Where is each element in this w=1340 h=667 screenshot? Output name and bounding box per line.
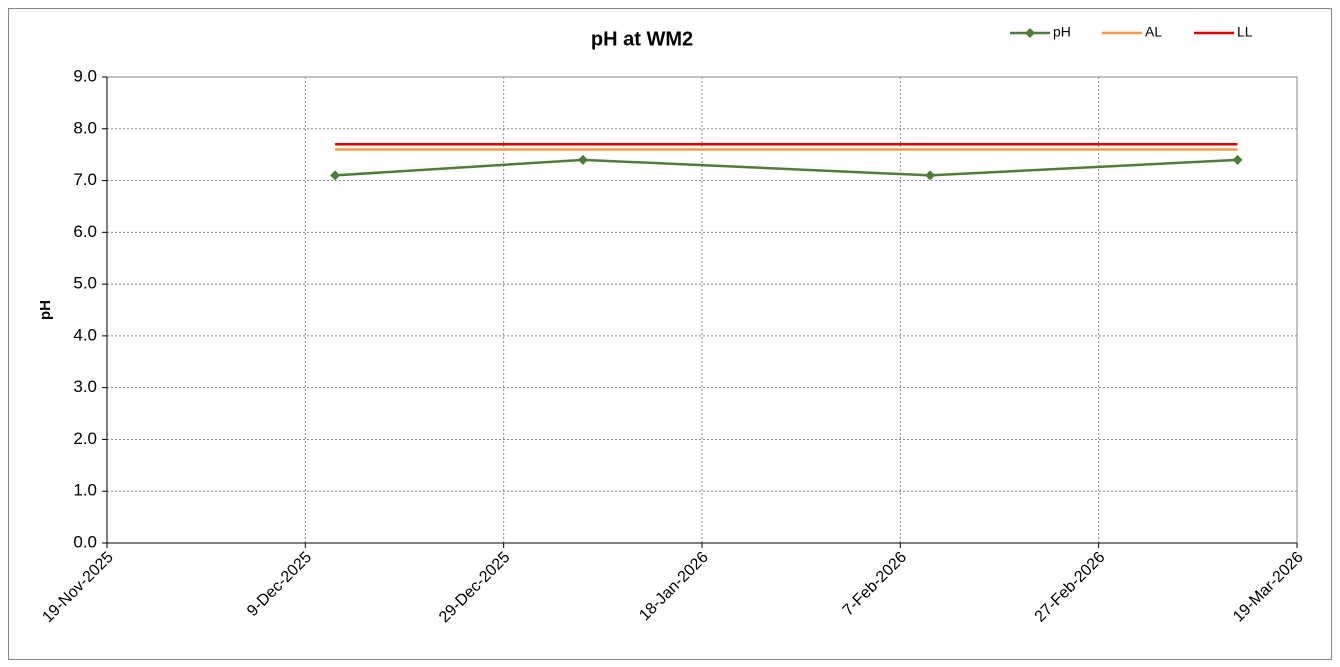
series-line: [335, 158, 1238, 177]
y-tick-label: 8.0: [73, 118, 97, 137]
y-tick-label: 7.0: [73, 170, 97, 189]
y-tick-label: 6.0: [73, 222, 97, 241]
data-point: [1232, 154, 1243, 165]
data-point: [330, 170, 341, 181]
data-point: [925, 170, 936, 181]
legend-label: pH: [1053, 24, 1071, 40]
legend-label: AL: [1145, 24, 1162, 40]
y-tick-label: 2.0: [73, 429, 97, 448]
y-tick-label: 9.0: [73, 66, 97, 85]
chart-frame: [8, 8, 1332, 660]
y-axis-label: pH: [37, 300, 54, 320]
y-tick-label: 0.0: [73, 532, 97, 551]
y-tick-label: 5.0: [73, 274, 97, 293]
y-tick-label: 4.0: [73, 325, 97, 344]
legend-label: LL: [1237, 24, 1253, 40]
legend-marker: [1025, 28, 1035, 38]
chart-title: pH at WM2: [591, 28, 693, 50]
y-tick-label: 3.0: [73, 377, 97, 396]
data-point: [578, 154, 588, 165]
y-tick-label: 1.0: [73, 481, 97, 500]
